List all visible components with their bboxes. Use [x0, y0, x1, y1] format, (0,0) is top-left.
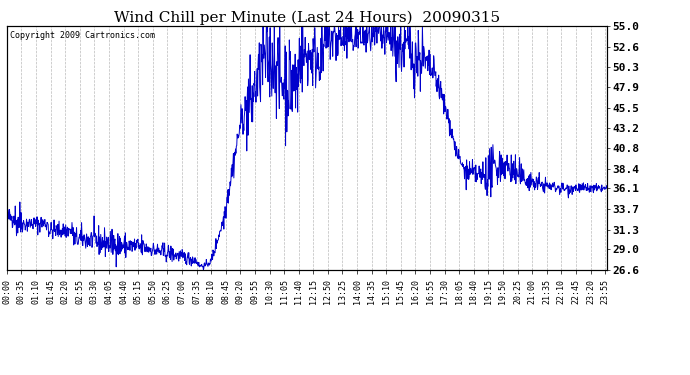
Title: Wind Chill per Minute (Last 24 Hours)  20090315: Wind Chill per Minute (Last 24 Hours) 20… — [114, 11, 500, 25]
Text: Copyright 2009 Cartronics.com: Copyright 2009 Cartronics.com — [10, 31, 155, 40]
